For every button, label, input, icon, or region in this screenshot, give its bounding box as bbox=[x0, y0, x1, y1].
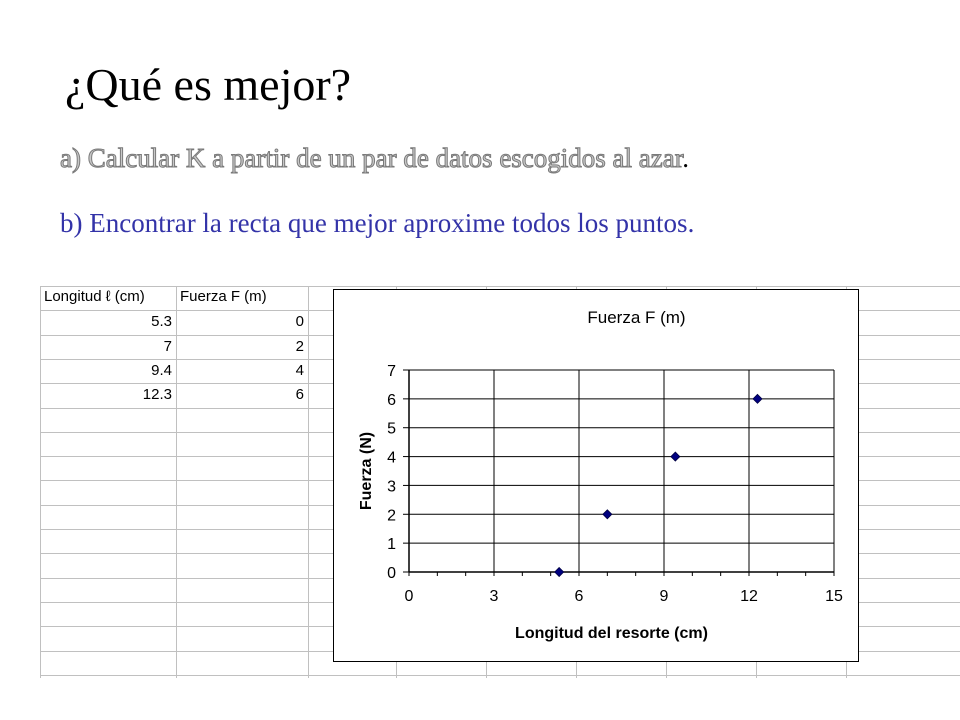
cell-longitud: 12.3 bbox=[142, 386, 172, 403]
chart-title: Fuerza F (m) bbox=[587, 308, 685, 327]
option-b-text: b) Encontrar la recta que mejor aproxime… bbox=[60, 208, 695, 238]
header-fuerza: Fuerza F (m) bbox=[180, 288, 267, 305]
data-point bbox=[752, 393, 763, 404]
y-tick-label: 7 bbox=[387, 363, 396, 380]
cell-fuerza: 6 bbox=[295, 386, 304, 403]
data-point bbox=[670, 451, 681, 462]
scatter-chart: Fuerza F (m) 0 3 6 9 12 15 0 1 2 3 4 5 6 7 Longitud del… bbox=[333, 289, 859, 662]
y-tick-label: 3 bbox=[387, 478, 396, 495]
option-a-text: a) Calcular K a partir de un par de dato… bbox=[59, 143, 689, 174]
data-point bbox=[554, 566, 565, 578]
x-tick-label: 3 bbox=[490, 588, 499, 605]
x-axis-label: Longitud del resorte (cm) bbox=[515, 625, 708, 642]
option-a-label: a) Calcular K a partir de un par de dato… bbox=[59, 143, 683, 174]
cell-longitud: 7 bbox=[163, 338, 172, 355]
y-tick-label: 2 bbox=[387, 507, 396, 524]
cell-fuerza: 0 bbox=[295, 313, 304, 330]
x-tick-label: 6 bbox=[575, 588, 584, 605]
y-tick-label: 6 bbox=[387, 392, 396, 409]
y-tick-label: 0 bbox=[387, 565, 396, 582]
cell-fuerza: 2 bbox=[295, 338, 304, 355]
slide-title: ¿Qué es mejor? bbox=[65, 59, 352, 110]
x-tick-label: 9 bbox=[660, 588, 669, 605]
data-point bbox=[602, 509, 613, 520]
x-tick-label: 15 bbox=[825, 588, 843, 605]
header-longitud: Longitud ℓ (cm) bbox=[44, 288, 145, 305]
y-tick-label: 4 bbox=[387, 450, 396, 467]
cell-longitud: 9.4 bbox=[151, 362, 172, 379]
x-tick-label: 12 bbox=[740, 588, 758, 605]
cell-longitud: 5.3 bbox=[151, 313, 172, 330]
option-a-period: . bbox=[682, 143, 689, 173]
y-tick-label: 1 bbox=[387, 536, 396, 553]
y-axis-label: Fuerza (N) bbox=[358, 432, 375, 510]
x-tick-label: 0 bbox=[405, 588, 414, 605]
y-tick-label: 5 bbox=[387, 421, 396, 438]
cell-fuerza: 4 bbox=[295, 362, 304, 379]
